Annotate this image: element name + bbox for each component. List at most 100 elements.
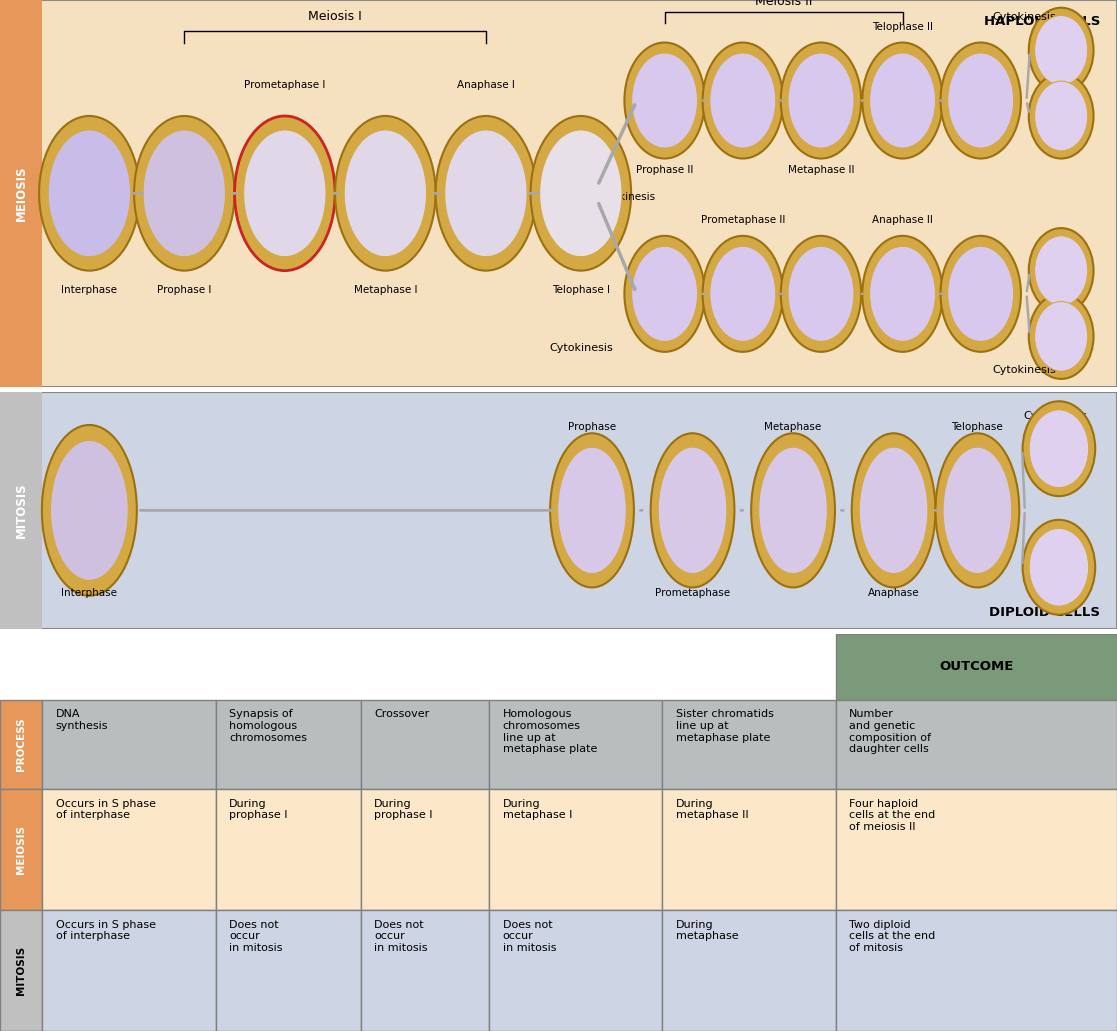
Text: Anaphase: Anaphase — [868, 589, 919, 598]
Text: DIPLOID CELLS: DIPLOID CELLS — [990, 606, 1100, 620]
Bar — [662, 700, 836, 789]
Text: Interphase: Interphase — [61, 589, 117, 598]
Text: During
prophase I: During prophase I — [229, 799, 287, 821]
Ellipse shape — [1034, 81, 1088, 151]
Ellipse shape — [1034, 15, 1088, 86]
Ellipse shape — [1029, 73, 1094, 159]
Ellipse shape — [445, 130, 527, 257]
Ellipse shape — [134, 115, 235, 271]
Ellipse shape — [703, 42, 783, 159]
Ellipse shape — [658, 447, 727, 573]
Bar — [489, 700, 662, 789]
Ellipse shape — [947, 53, 1014, 148]
Ellipse shape — [1029, 8, 1094, 93]
Ellipse shape — [1029, 528, 1089, 606]
Text: During
metaphase I: During metaphase I — [503, 799, 572, 821]
Ellipse shape — [550, 433, 634, 588]
Text: Synapsis of
homologous
chromosomes: Synapsis of homologous chromosomes — [229, 709, 307, 742]
Ellipse shape — [709, 246, 776, 341]
Text: PROCESS: PROCESS — [17, 718, 26, 771]
Bar — [0, 392, 42, 629]
Text: Metaphase: Metaphase — [764, 423, 822, 432]
Bar — [361, 910, 489, 1031]
Text: Cytokinesis: Cytokinesis — [1023, 410, 1088, 421]
Ellipse shape — [758, 447, 828, 573]
Ellipse shape — [624, 236, 705, 352]
Text: Cytokinesis: Cytokinesis — [992, 11, 1057, 22]
Ellipse shape — [624, 42, 705, 159]
Ellipse shape — [244, 130, 326, 257]
Text: Telophase: Telophase — [952, 423, 1003, 432]
Ellipse shape — [781, 42, 861, 159]
Ellipse shape — [859, 447, 928, 573]
Text: During
prophase I: During prophase I — [374, 799, 432, 821]
Bar — [0, 789, 42, 910]
Ellipse shape — [1034, 236, 1088, 305]
Ellipse shape — [751, 433, 834, 588]
Text: HAPLOID CELLS: HAPLOID CELLS — [984, 15, 1100, 29]
Ellipse shape — [781, 236, 861, 352]
Ellipse shape — [941, 236, 1021, 352]
Text: Occurs in S phase
of interphase: Occurs in S phase of interphase — [56, 920, 156, 941]
Text: OUTCOME: OUTCOME — [939, 660, 1013, 673]
Bar — [836, 910, 1117, 1031]
Text: MEIOSIS: MEIOSIS — [17, 825, 26, 874]
Text: Crossover: Crossover — [374, 709, 429, 720]
Ellipse shape — [143, 130, 226, 257]
Text: MITOSIS: MITOSIS — [15, 483, 28, 538]
Ellipse shape — [851, 433, 936, 588]
Bar — [216, 910, 361, 1031]
Text: Cytokinesis: Cytokinesis — [992, 365, 1057, 375]
Bar — [662, 910, 836, 1031]
Text: Meiosis I: Meiosis I — [308, 10, 362, 23]
Ellipse shape — [436, 115, 536, 271]
Ellipse shape — [941, 42, 1021, 159]
Bar — [836, 700, 1117, 789]
Ellipse shape — [943, 447, 1012, 573]
Ellipse shape — [39, 115, 140, 271]
Text: Prometaphase II: Prometaphase II — [700, 215, 785, 226]
Ellipse shape — [1023, 401, 1095, 496]
Ellipse shape — [869, 246, 936, 341]
Bar — [662, 789, 836, 910]
Ellipse shape — [540, 130, 622, 257]
Ellipse shape — [344, 130, 427, 257]
Text: During
metaphase: During metaphase — [676, 920, 738, 941]
Bar — [0, 700, 42, 789]
Ellipse shape — [1029, 294, 1094, 378]
Text: Cytokinesis: Cytokinesis — [595, 192, 656, 202]
Text: Does not
occur
in mitosis: Does not occur in mitosis — [374, 920, 428, 953]
Text: Prometaphase: Prometaphase — [655, 589, 731, 598]
Text: Four haploid
cells at the end
of meiosis II: Four haploid cells at the end of meiosis… — [849, 799, 935, 832]
Text: Prophase I: Prophase I — [157, 285, 211, 295]
Ellipse shape — [1029, 409, 1089, 488]
Text: Prophase II: Prophase II — [636, 165, 694, 175]
Ellipse shape — [531, 115, 631, 271]
Ellipse shape — [235, 115, 335, 271]
Text: Occurs in S phase
of interphase: Occurs in S phase of interphase — [56, 799, 156, 821]
Bar — [836, 789, 1117, 910]
Bar — [216, 700, 361, 789]
Text: Sister chromatids
line up at
metaphase plate: Sister chromatids line up at metaphase p… — [676, 709, 774, 742]
Text: Interphase: Interphase — [61, 285, 117, 295]
Text: Meiosis II: Meiosis II — [755, 0, 812, 8]
Bar — [216, 789, 361, 910]
Ellipse shape — [862, 236, 943, 352]
Bar — [489, 910, 662, 1031]
Ellipse shape — [787, 246, 855, 341]
Bar — [42, 789, 216, 910]
Text: Cytokinesis: Cytokinesis — [548, 343, 613, 353]
Text: Telophase I: Telophase I — [552, 285, 610, 295]
Ellipse shape — [869, 53, 936, 148]
Ellipse shape — [947, 246, 1014, 341]
Text: Metaphase I: Metaphase I — [354, 285, 417, 295]
Bar — [489, 789, 662, 910]
Text: MITOSIS: MITOSIS — [17, 945, 26, 995]
Ellipse shape — [787, 53, 855, 148]
Text: Anaphase II: Anaphase II — [872, 215, 933, 226]
Text: Prophase: Prophase — [567, 423, 617, 432]
Text: Two diploid
cells at the end
of mitosis: Two diploid cells at the end of mitosis — [849, 920, 935, 953]
Ellipse shape — [862, 42, 943, 159]
Bar — [836, 634, 1117, 700]
Text: MEIOSIS: MEIOSIS — [15, 166, 28, 221]
